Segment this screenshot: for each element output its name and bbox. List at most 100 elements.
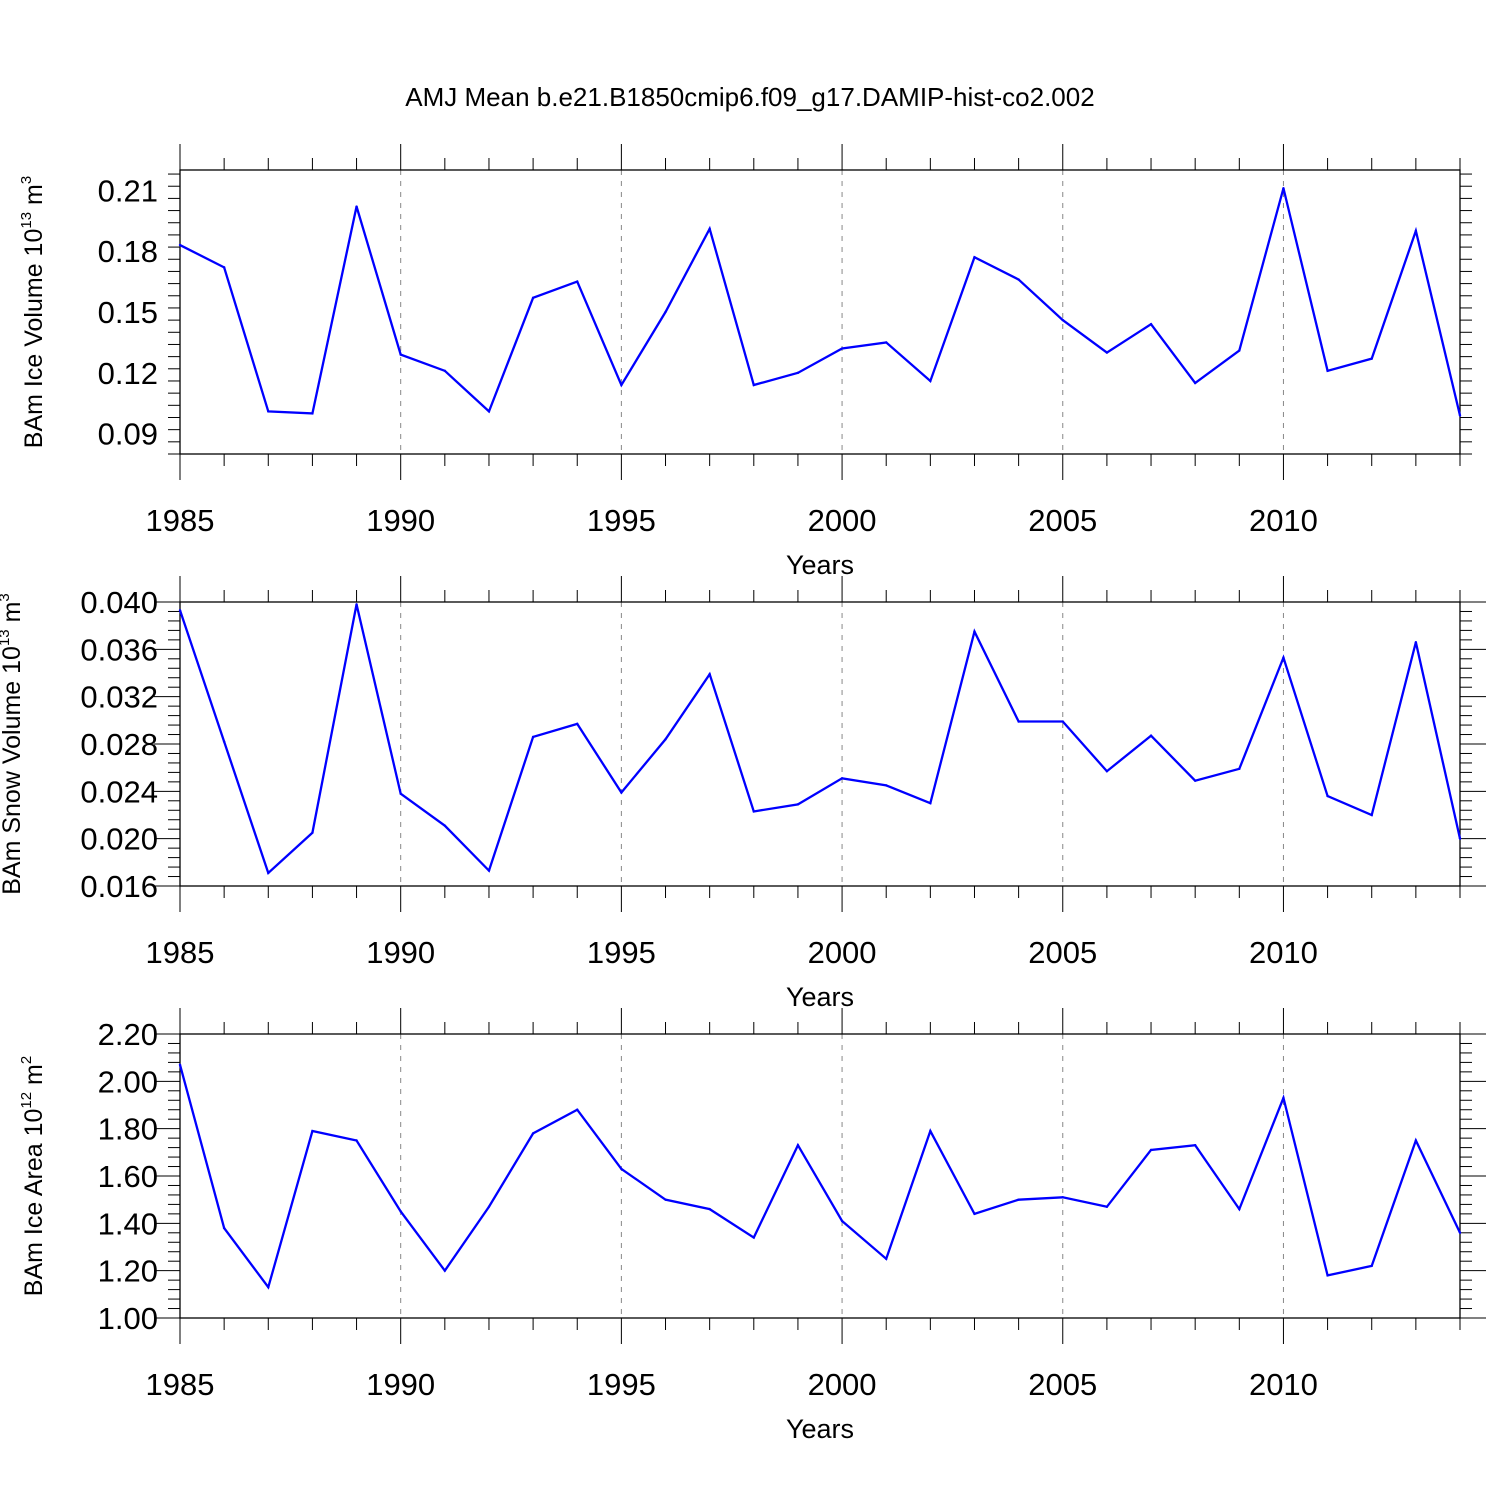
y-axis-title-part: BAm Ice Volume 10 bbox=[20, 229, 48, 449]
y-tick-label: 0.036 bbox=[80, 632, 158, 667]
x-tick-label: 2005 bbox=[1028, 1367, 1097, 1402]
y-tick-label: 1.40 bbox=[98, 1206, 158, 1241]
data-point bbox=[885, 341, 888, 344]
y-axis-title: BAm Snow Volume 1013 m3 bbox=[0, 593, 26, 895]
y-axis-title-part: m bbox=[20, 1064, 48, 1092]
data-point bbox=[708, 227, 711, 231]
data-point bbox=[1326, 794, 1329, 798]
data-point bbox=[1105, 1205, 1109, 1208]
data-point bbox=[885, 784, 888, 787]
data-point bbox=[973, 256, 976, 259]
data-point bbox=[1326, 1274, 1329, 1277]
data-point bbox=[1458, 414, 1462, 417]
x-tick-label: 1985 bbox=[146, 503, 215, 538]
data-point bbox=[1458, 837, 1462, 840]
y-tick-label: 1.60 bbox=[98, 1159, 158, 1194]
data-point bbox=[1193, 381, 1197, 385]
x-tick-label: 1990 bbox=[366, 503, 435, 538]
data-point bbox=[620, 383, 623, 387]
y-axis-title-part: 3 bbox=[0, 593, 13, 601]
data-point bbox=[885, 1257, 888, 1261]
data-point bbox=[1238, 349, 1241, 352]
data-point bbox=[267, 1286, 270, 1289]
data-point bbox=[178, 1063, 182, 1066]
data-point bbox=[1282, 187, 1285, 190]
data-point bbox=[399, 1210, 402, 1213]
data-point bbox=[1414, 641, 1418, 644]
data-point bbox=[664, 1198, 667, 1201]
x-tick-label: 2005 bbox=[1028, 503, 1097, 538]
data-point bbox=[531, 735, 535, 739]
data-point bbox=[796, 371, 800, 375]
data-point bbox=[267, 871, 270, 875]
data-point bbox=[929, 1129, 932, 1133]
data-point bbox=[1149, 734, 1153, 737]
data-point bbox=[796, 1144, 800, 1147]
x-tick-label: 2005 bbox=[1028, 935, 1097, 970]
x-tick-label: 2000 bbox=[808, 503, 877, 538]
data-point bbox=[840, 347, 844, 350]
y-axis-title-part: 12 bbox=[18, 1092, 35, 1109]
data-point bbox=[1149, 322, 1153, 326]
data-point bbox=[531, 296, 535, 299]
data-point bbox=[576, 1108, 579, 1111]
data-point bbox=[796, 803, 800, 806]
y-axis-title-part: BAm Snow Volume 10 bbox=[0, 646, 26, 895]
x-tick-label: 1995 bbox=[587, 1367, 656, 1402]
series-line bbox=[178, 1064, 1462, 1290]
data-point bbox=[267, 410, 270, 413]
series-line bbox=[179, 187, 1462, 416]
data-point bbox=[840, 1219, 844, 1223]
x-tick-label: 2000 bbox=[808, 1367, 877, 1402]
data-point bbox=[531, 1132, 535, 1135]
chart-title: AMJ Mean b.e21.B1850cmip6.f09_g17.DAMIP-… bbox=[405, 82, 1094, 112]
data-point bbox=[487, 410, 491, 413]
x-tick-label: 1985 bbox=[146, 935, 215, 970]
data-point bbox=[1414, 229, 1418, 233]
data-point bbox=[1017, 1198, 1020, 1201]
data-point bbox=[1193, 779, 1197, 782]
data-point bbox=[222, 266, 226, 269]
x-tick-label: 2010 bbox=[1249, 1367, 1318, 1402]
data-point bbox=[576, 722, 579, 726]
plot-frame bbox=[179, 1033, 1461, 1319]
data-point bbox=[1149, 1148, 1153, 1152]
data-point bbox=[1238, 1207, 1241, 1211]
data-point bbox=[1282, 656, 1285, 659]
x-tick-label: 1995 bbox=[587, 935, 656, 970]
y-axis-title-part: BAm Ice Area 10 bbox=[20, 1109, 48, 1297]
data-point bbox=[973, 630, 976, 633]
data-point bbox=[1238, 767, 1241, 771]
data-point bbox=[752, 1236, 755, 1239]
data-point bbox=[355, 1139, 358, 1142]
y-axis-title: BAm Ice Volume 1013 m3 bbox=[18, 176, 48, 448]
data-point bbox=[1458, 1231, 1462, 1235]
y-tick-label: 0.016 bbox=[80, 869, 158, 904]
data-point bbox=[399, 792, 402, 795]
series-line bbox=[178, 604, 1462, 876]
data-point bbox=[620, 791, 623, 794]
data-point bbox=[1414, 1139, 1418, 1142]
y-tick-label: 1.00 bbox=[98, 1301, 158, 1336]
x-axis-title: Years bbox=[786, 1414, 854, 1444]
data-point bbox=[311, 831, 314, 834]
y-tick-label: 0.18 bbox=[98, 234, 158, 269]
data-point bbox=[399, 353, 402, 356]
data-point bbox=[1105, 351, 1109, 354]
y-tick-label: 0.024 bbox=[80, 774, 158, 809]
y-tick-label: 0.09 bbox=[98, 417, 158, 452]
data-point bbox=[664, 738, 667, 741]
data-point bbox=[1105, 770, 1109, 773]
y-axis-title-part: m bbox=[0, 602, 26, 630]
data-point bbox=[1061, 1196, 1064, 1199]
data-point bbox=[1017, 720, 1020, 723]
x-tick-label: 1995 bbox=[587, 503, 656, 538]
x-axis-title: Years bbox=[786, 550, 854, 580]
y-tick-label: 2.20 bbox=[98, 1017, 158, 1052]
data-point bbox=[1061, 720, 1064, 723]
data-point bbox=[929, 801, 932, 805]
y-tick-label: 2.00 bbox=[98, 1064, 158, 1099]
data-point bbox=[178, 243, 182, 247]
